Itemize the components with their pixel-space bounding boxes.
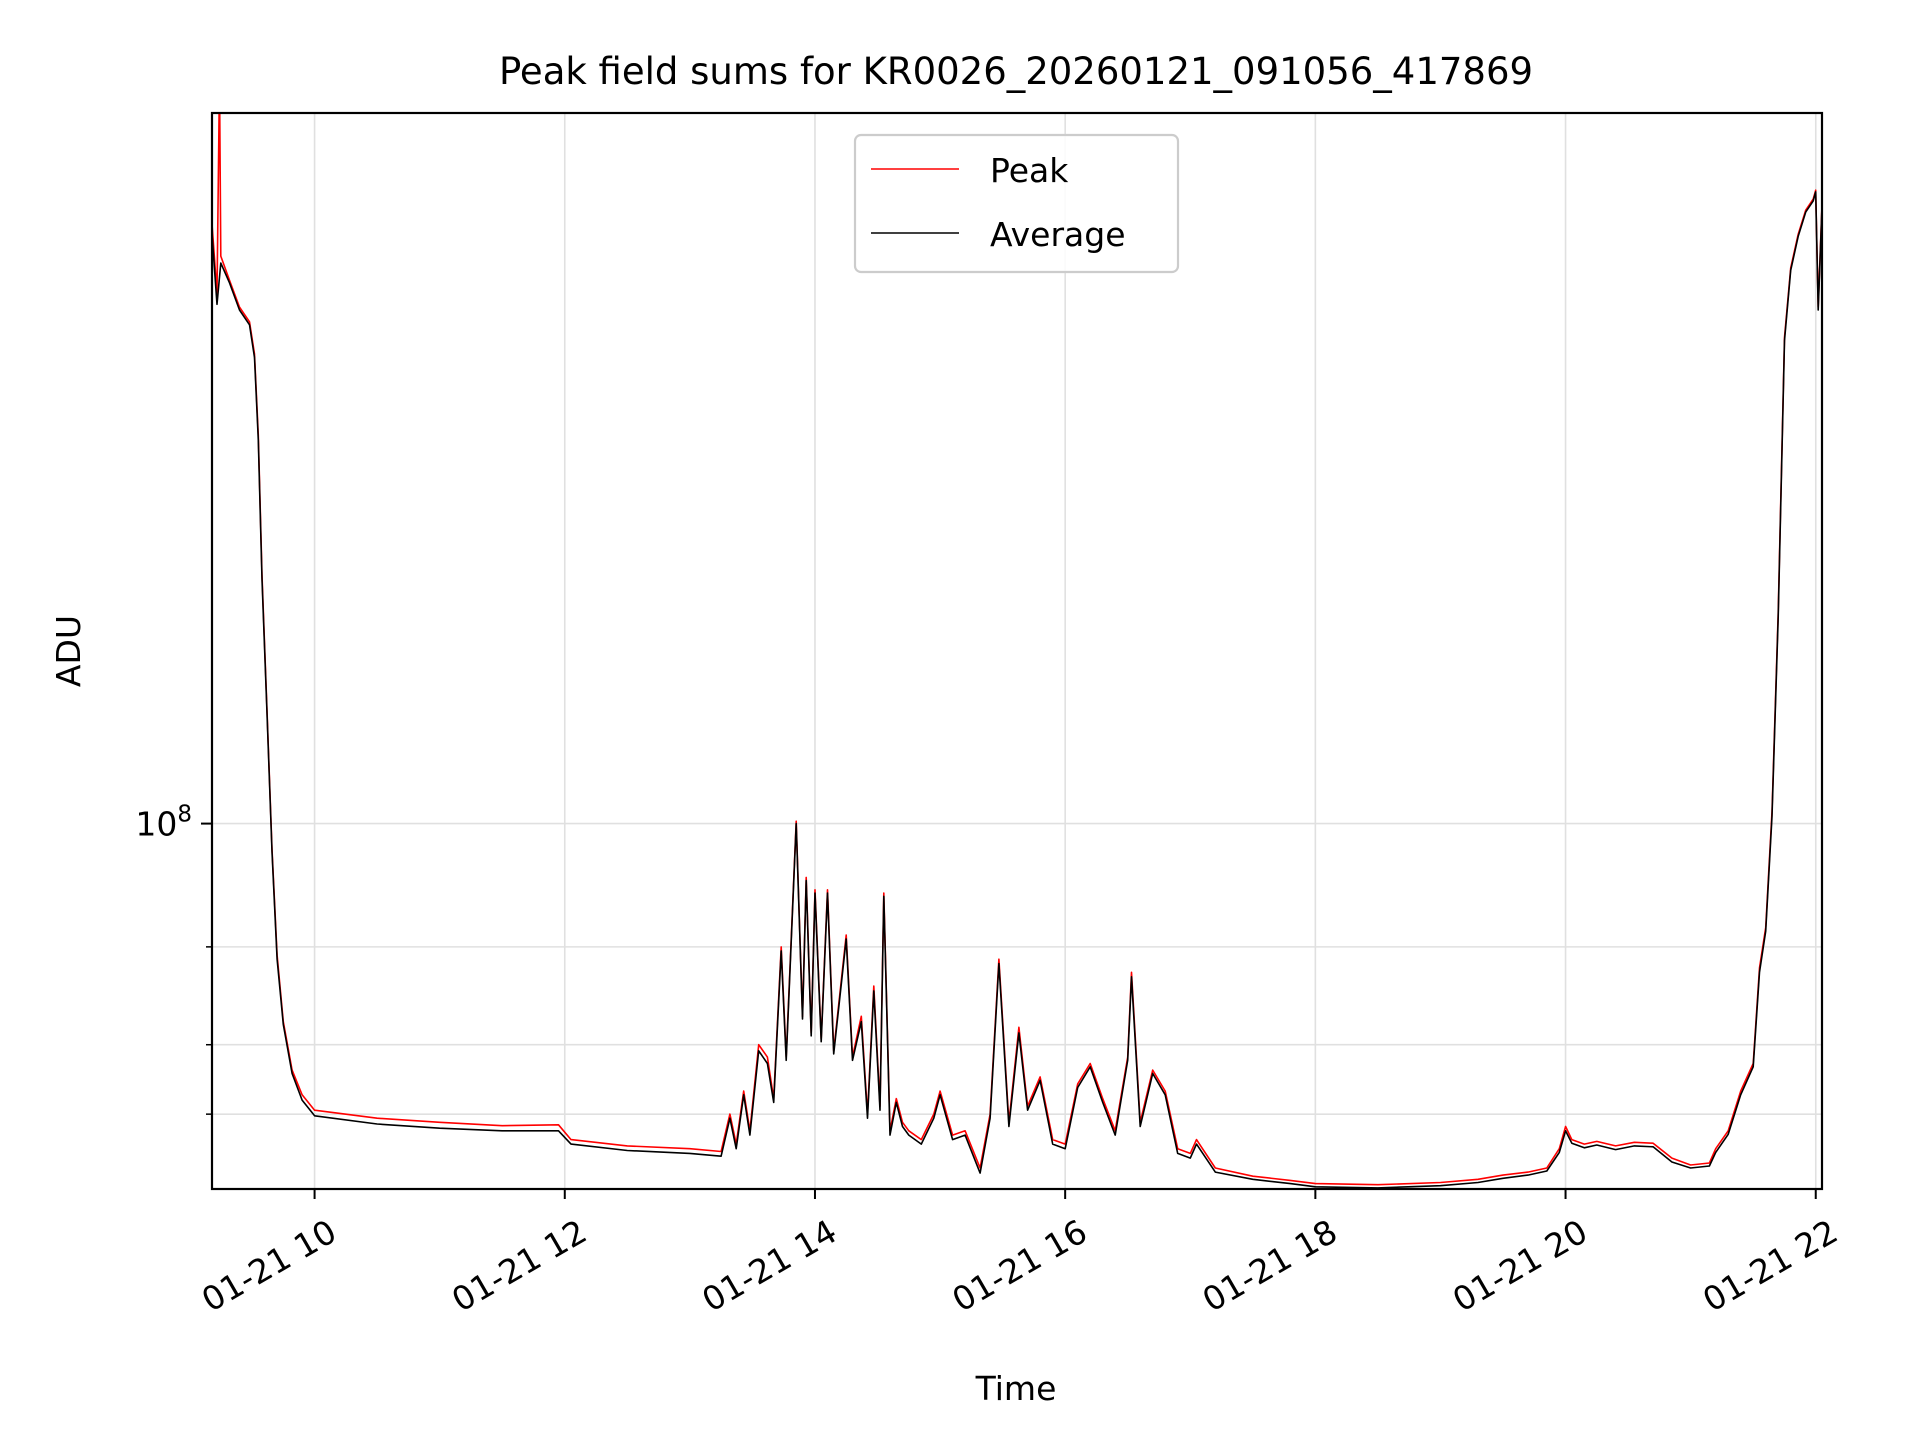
plot-frame bbox=[210, 111, 1824, 1191]
legend-label-peak: Peak bbox=[990, 151, 1069, 190]
series-line-average bbox=[212, 191, 1822, 1189]
legend-label-average: Average bbox=[990, 215, 1126, 254]
series-line-peak bbox=[212, 113, 1822, 1186]
y-axis-label: ADU bbox=[49, 615, 88, 687]
series-layer bbox=[212, 113, 1822, 1189]
chart-title: Peak field sums for KR0026_20260121_0910… bbox=[499, 50, 1533, 93]
legend: Peak Average bbox=[853, 133, 1180, 274]
x-axis-label: Time bbox=[975, 1369, 1057, 1408]
y-tick-label-0: 108 bbox=[135, 802, 192, 844]
